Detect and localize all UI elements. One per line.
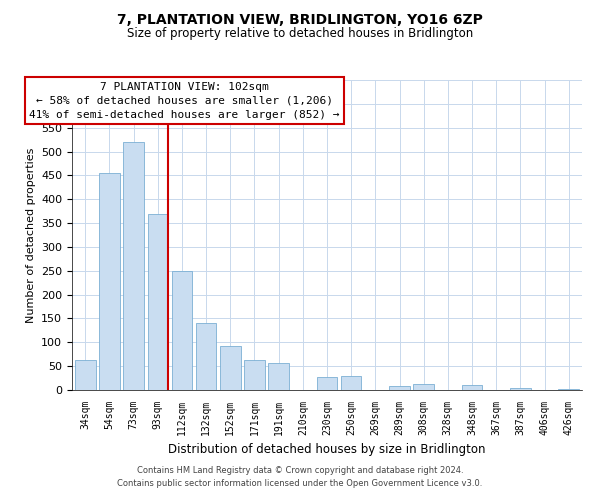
Bar <box>148 214 168 390</box>
Bar <box>317 376 337 390</box>
Bar <box>244 360 265 390</box>
Bar <box>124 142 144 390</box>
Text: 7, PLANTATION VIEW, BRIDLINGTON, YO16 6ZP: 7, PLANTATION VIEW, BRIDLINGTON, YO16 6Z… <box>117 12 483 26</box>
Bar <box>559 388 579 390</box>
Y-axis label: Number of detached properties: Number of detached properties <box>26 148 35 322</box>
Bar <box>196 323 217 390</box>
Bar <box>341 376 361 390</box>
Text: Contains HM Land Registry data © Crown copyright and database right 2024.
Contai: Contains HM Land Registry data © Crown c… <box>118 466 482 487</box>
Bar <box>99 172 120 390</box>
X-axis label: Distribution of detached houses by size in Bridlington: Distribution of detached houses by size … <box>168 444 486 456</box>
Bar <box>462 385 482 390</box>
Text: Size of property relative to detached houses in Bridlington: Size of property relative to detached ho… <box>127 28 473 40</box>
Bar <box>510 388 530 390</box>
Bar <box>268 363 289 390</box>
Text: 7 PLANTATION VIEW: 102sqm
← 58% of detached houses are smaller (1,206)
41% of se: 7 PLANTATION VIEW: 102sqm ← 58% of detac… <box>29 82 340 120</box>
Bar <box>413 384 434 390</box>
Bar <box>220 346 241 390</box>
Bar <box>389 386 410 390</box>
Bar <box>75 360 95 390</box>
Bar <box>172 271 192 390</box>
